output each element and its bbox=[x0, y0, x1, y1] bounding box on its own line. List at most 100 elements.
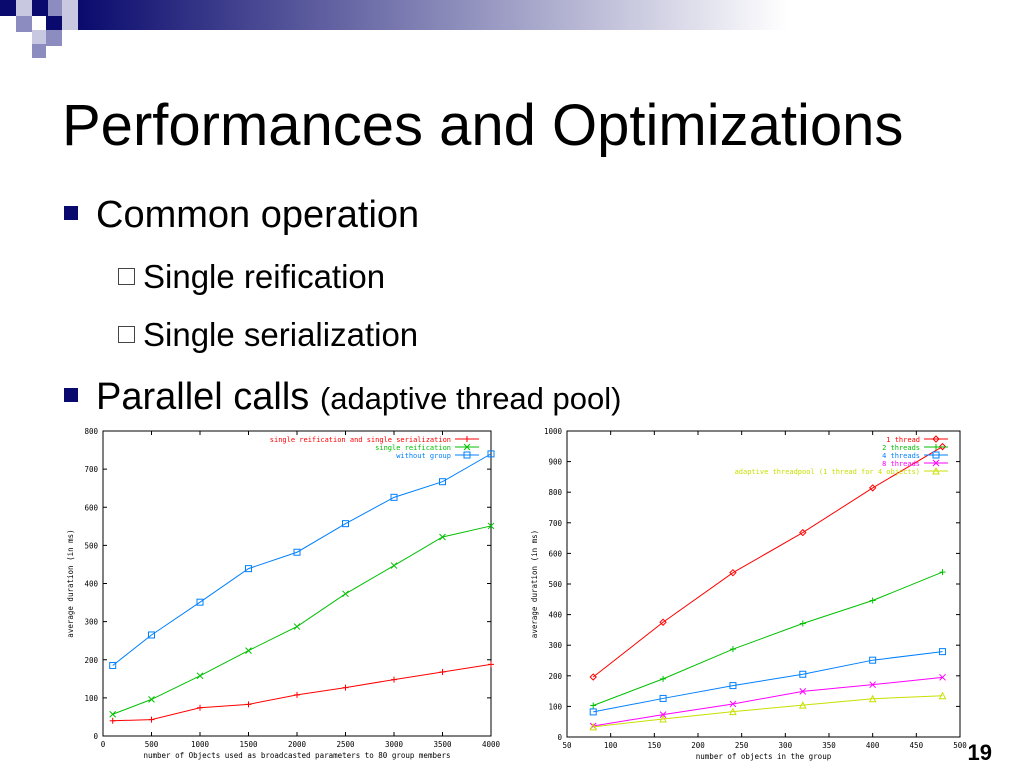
data-point bbox=[342, 590, 349, 598]
legend-marker bbox=[463, 443, 471, 451]
data-point bbox=[196, 672, 204, 680]
data-point bbox=[148, 631, 155, 639]
data-point bbox=[197, 704, 203, 711]
header-band bbox=[0, 0, 1024, 62]
legend-marker bbox=[932, 466, 940, 475]
data-point bbox=[938, 691, 947, 700]
data-point bbox=[245, 565, 252, 573]
series-line bbox=[593, 651, 943, 713]
sub-bullet-single-serialization: Single serialization bbox=[118, 316, 418, 354]
x-tick-label: 50 bbox=[562, 741, 572, 750]
y-tick-label: 300 bbox=[84, 618, 98, 627]
y-axis-label: average duration (in ms) bbox=[66, 529, 75, 637]
x-tick-label: 500 bbox=[953, 741, 967, 750]
y-axis-label: average duration (in ms) bbox=[530, 530, 539, 638]
data-point bbox=[109, 661, 117, 669]
data-point bbox=[729, 700, 737, 708]
data-point bbox=[799, 688, 807, 695]
data-point bbox=[487, 522, 495, 530]
data-point bbox=[869, 656, 877, 664]
data-point bbox=[390, 562, 398, 569]
square-bullet-icon bbox=[64, 387, 78, 402]
x-tick-label: 500 bbox=[145, 740, 159, 749]
data-point bbox=[589, 708, 597, 716]
x-tick-label: 100 bbox=[604, 741, 618, 750]
plot-frame bbox=[102, 430, 492, 737]
legend-marker bbox=[464, 436, 470, 442]
data-point bbox=[391, 676, 397, 683]
legend-marker bbox=[463, 451, 471, 459]
legend-label: 8 threads bbox=[882, 460, 920, 468]
header-gradient bbox=[0, 0, 1024, 58]
bullet-text: Common operation bbox=[96, 194, 420, 236]
y-tick-label: 600 bbox=[548, 549, 562, 558]
data-point bbox=[293, 623, 301, 630]
data-point bbox=[799, 620, 806, 627]
x-tick-label: 4000 bbox=[482, 740, 501, 749]
series-line bbox=[592, 446, 943, 678]
data-point bbox=[939, 648, 947, 656]
hollow-square-bullet-icon bbox=[118, 325, 135, 343]
legend-marker bbox=[932, 459, 940, 467]
y-tick-label: 400 bbox=[548, 611, 562, 620]
y-tick-label: 100 bbox=[548, 702, 562, 711]
sub-bullet-text: Single serialization bbox=[143, 316, 419, 353]
x-tick-label: 0 bbox=[101, 740, 106, 749]
legend-label: 1 thread bbox=[886, 436, 920, 444]
data-point bbox=[798, 701, 807, 709]
x-tick-label: 2500 bbox=[336, 740, 355, 749]
chart-left: 0 500 1000 1500 2000 2500 3000 3500 4000 0 100 200 3… bbox=[64, 424, 510, 767]
line-chart-thread-pool: 50 100 150 200 250 300 350 400 450 500 0 100 200 300 4… bbox=[530, 427, 967, 761]
y-tick-label: 100 bbox=[84, 694, 98, 703]
data-point bbox=[439, 533, 446, 541]
data-point bbox=[590, 702, 597, 709]
data-point bbox=[869, 681, 877, 689]
y-tick-label: 0 bbox=[557, 733, 562, 742]
data-point bbox=[589, 673, 597, 681]
legend-label: without group bbox=[396, 452, 451, 460]
data-point bbox=[293, 548, 301, 556]
legend-label: adaptive threadpool (1 thread for 4 obje… bbox=[735, 468, 920, 476]
x-tick-label: 400 bbox=[866, 741, 880, 750]
data-point bbox=[938, 442, 947, 451]
legend-marker bbox=[932, 435, 940, 443]
data-point bbox=[659, 694, 667, 702]
data-point bbox=[294, 691, 300, 698]
x-tick-label: 350 bbox=[822, 741, 836, 750]
legend-marker bbox=[933, 444, 939, 450]
legend-marker bbox=[932, 451, 940, 459]
series-line bbox=[112, 525, 492, 715]
legend-label: 2 threads bbox=[882, 444, 920, 452]
sub-bullet-text: Single reification bbox=[143, 258, 386, 295]
y-tick-label: 900 bbox=[548, 458, 562, 467]
x-tick-label: 150 bbox=[648, 741, 662, 750]
data-point bbox=[659, 618, 667, 626]
y-tick-label: 700 bbox=[84, 465, 98, 474]
data-point bbox=[488, 661, 494, 668]
plot-frame bbox=[566, 430, 961, 738]
hollow-square-bullet-icon bbox=[118, 267, 135, 285]
page-number: 19 bbox=[967, 740, 992, 765]
data-point bbox=[390, 493, 398, 501]
data-point bbox=[109, 710, 117, 718]
x-axis-label: number of objects in the group bbox=[696, 752, 832, 761]
x-tick-label: 2000 bbox=[288, 740, 307, 749]
data-point bbox=[729, 568, 737, 577]
sub-bullet-single-reification: Single reification bbox=[118, 258, 385, 296]
series-line bbox=[112, 663, 492, 722]
data-point bbox=[439, 668, 446, 675]
y-tick-label: 300 bbox=[548, 641, 562, 650]
y-tick-label: 500 bbox=[84, 541, 98, 550]
data-point bbox=[342, 684, 349, 691]
y-tick-label: 400 bbox=[84, 580, 98, 589]
x-tick-label: 450 bbox=[910, 741, 924, 750]
bullet-note: (adaptive thread pool) bbox=[319, 381, 622, 416]
x-tick-label: 250 bbox=[735, 741, 749, 750]
series-line bbox=[593, 571, 943, 706]
data-point bbox=[148, 696, 155, 703]
y-tick-label: 700 bbox=[548, 519, 562, 528]
y-tick-label: 1000 bbox=[544, 427, 563, 436]
x-tick-label: 200 bbox=[691, 741, 705, 750]
line-chart-serialization: 0 500 1000 1500 2000 2500 3000 3500 4000 0 100 200 3… bbox=[66, 427, 501, 760]
data-point bbox=[660, 675, 667, 682]
